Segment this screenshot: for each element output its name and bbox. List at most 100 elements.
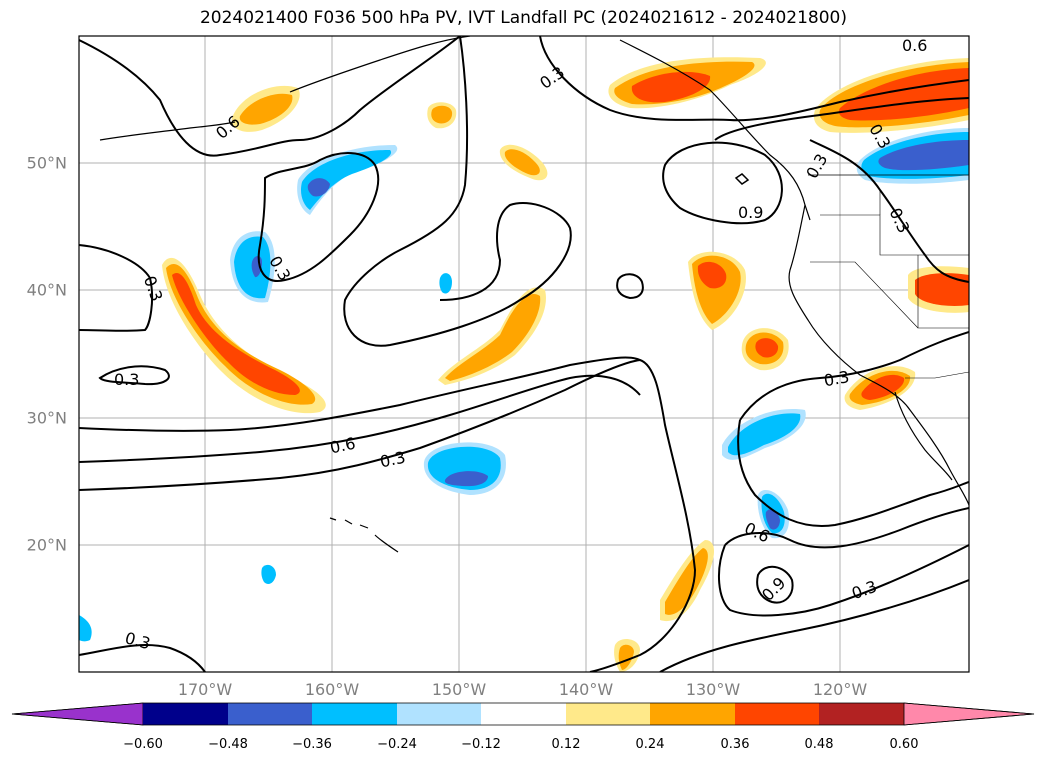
colorbar-min-extend — [11, 702, 144, 726]
colorbar-tick: 0.36 — [720, 737, 750, 752]
colorbar-segment — [312, 703, 397, 725]
map-border — [78, 35, 970, 673]
contour-0.3-main — [79, 358, 697, 672]
colorbar-segment — [566, 703, 650, 725]
negative-anomaly-fills — [79, 128, 969, 642]
colorbar-segment — [143, 703, 228, 725]
anomaly-alaska-gulf-core — [239, 93, 293, 125]
anomaly-neg-1-core — [307, 178, 330, 197]
contour-label: 0.3 — [536, 63, 568, 93]
anomaly-west-pacific-mid — [166, 263, 316, 405]
baja-peninsula — [894, 391, 953, 481]
contour-label: 0.3 — [822, 367, 850, 390]
contour-label: 0.3 — [378, 448, 407, 472]
colorbar-segment — [650, 703, 735, 725]
anomaly-neg-small-3 — [79, 615, 92, 642]
anomaly-bc-coast-core — [631, 71, 711, 103]
colorbar-tick: −0.12 — [461, 737, 501, 752]
contour-0.3-west-upper — [79, 244, 154, 332]
anomaly-small-1-core — [431, 105, 453, 124]
colorbar-segment — [735, 703, 819, 725]
map-layers — [79, 36, 969, 672]
contour-label: 0.6 — [902, 36, 927, 55]
contour-0.6-se — [724, 507, 969, 549]
contour-north-trough — [343, 36, 572, 347]
contour-label: 0.3 — [123, 628, 153, 653]
colorbar-segment — [481, 703, 566, 725]
gridlines — [79, 36, 969, 672]
lon-label: 150°W — [431, 680, 487, 699]
anomaly-subtropical-1-core — [697, 261, 727, 289]
colorbar-tick: 0.12 — [551, 737, 581, 752]
lat-label: 30°N — [26, 408, 67, 428]
contour-0.9-south — [756, 565, 794, 604]
colorbar-segment — [228, 703, 312, 725]
contour-0.3-south — [659, 579, 969, 672]
lat-label: 20°N — [26, 535, 67, 555]
coastlines — [99, 36, 969, 553]
colorbar-tick: 0.48 — [804, 737, 834, 752]
lon-label: 130°W — [685, 680, 741, 699]
colorbar-tick: −0.48 — [208, 737, 248, 752]
hawaii-islands — [329, 517, 399, 553]
contour-0.6-south — [718, 544, 969, 617]
anomaly-south-2-core — [618, 644, 634, 670]
contour-0.6-pnw — [714, 97, 969, 141]
anomaly-small-2-core — [504, 149, 540, 176]
contour-label: 0.3 — [114, 370, 139, 389]
anomaly-neg-1-mid — [300, 150, 392, 210]
contour-label: 0.3 — [802, 150, 831, 182]
colorbar-tick: −0.36 — [292, 737, 332, 752]
anomaly-south-1-core — [665, 548, 708, 615]
colorbar-tick: 0.24 — [635, 737, 665, 752]
anomaly-neg-5-core — [765, 509, 780, 530]
colorbar-segment — [819, 703, 904, 725]
colorbar-max-extend — [903, 702, 1035, 726]
contour-0.3-sw — [739, 331, 969, 421]
anomaly-subtropical-2-core — [755, 338, 779, 358]
contour-0.3-west-lobe — [79, 36, 461, 157]
colorbar-tick: −0.60 — [123, 737, 163, 752]
contour-label: 0.3 — [849, 577, 879, 604]
positive-anomaly-fills — [162, 57, 969, 672]
contour-small-pnw — [734, 173, 750, 185]
contour-0.3-sw-corner — [79, 644, 206, 672]
lat-label: 50°N — [26, 153, 67, 173]
aleutians — [99, 121, 236, 141]
anomaly-great-basin-core — [915, 273, 969, 306]
lat-label: 40°N — [26, 280, 67, 300]
contour-lines — [79, 36, 969, 672]
anomaly-neg-small-1 — [439, 273, 452, 294]
figure-title: 2024021400 F036 500 hPa PV, IVT Landfall… — [199, 8, 847, 28]
anomaly-neg-4-mid — [728, 413, 801, 456]
colorbar-tick: −0.24 — [377, 737, 417, 752]
contour-cutoff-low — [257, 152, 380, 282]
anomaly-neg-small-2 — [261, 564, 276, 584]
contour-0.3-pnw-inner — [809, 139, 969, 283]
alaska-coast — [289, 36, 471, 93]
contour-0.9-pnw — [662, 141, 783, 225]
lon-label: 170°W — [177, 680, 233, 699]
contour-label: 0.3 — [140, 273, 167, 303]
colorbar-tick: 0.60 — [889, 737, 919, 752]
anomaly-central-pacific-core — [445, 294, 541, 381]
contour-label: 0.9 — [738, 203, 763, 222]
lon-label: 160°W — [304, 680, 360, 699]
contour-0.3-west-small — [98, 365, 170, 386]
contour-label: 0.6 — [328, 434, 357, 458]
contour-0.6-lower — [79, 374, 641, 463]
contour-small-ring — [616, 273, 644, 300]
anomaly-neg-3-core — [444, 471, 488, 487]
border-us-mexico — [905, 371, 969, 379]
us-west-coast — [788, 204, 969, 506]
border-ca-nv — [810, 261, 919, 329]
contour-0.3-se — [737, 419, 969, 527]
anomaly-west-pacific-core — [172, 273, 300, 395]
colorbar — [11, 702, 1035, 726]
contour-0.6-main — [79, 356, 641, 432]
lon-label: 120°W — [812, 680, 868, 699]
bc-coast — [619, 39, 811, 221]
colorbar-outline — [11, 702, 1035, 726]
anomaly-neg-nw-core — [878, 140, 969, 171]
